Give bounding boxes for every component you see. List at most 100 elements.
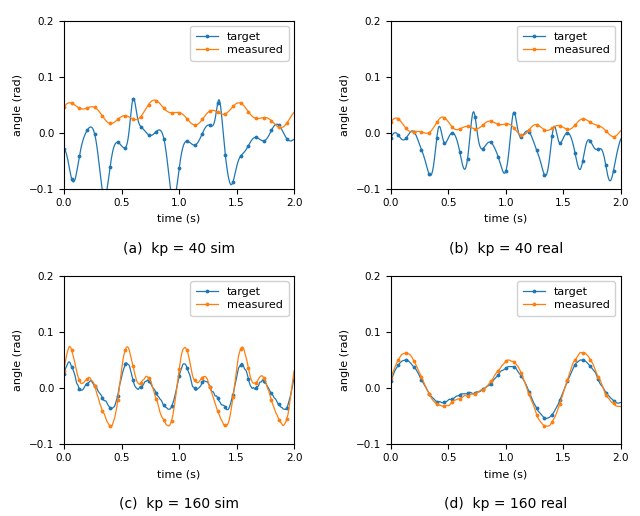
target (120, 366, 127, 373)
target (101, 194, 109, 200)
target (428, 394, 436, 400)
target (65, 359, 73, 365)
Legend: target, measured: target, measured (517, 281, 615, 316)
measured (234, 357, 242, 363)
measured (428, 395, 435, 401)
target (60, 146, 68, 152)
target (101, 398, 109, 404)
measured (439, 114, 447, 120)
Line: measured: measured (388, 350, 623, 429)
Line: measured: measured (61, 98, 296, 130)
target (561, 133, 568, 139)
target (196, 135, 204, 141)
measured (119, 113, 127, 119)
target (492, 375, 499, 381)
target (428, 171, 435, 178)
measured (617, 404, 625, 410)
measured (492, 120, 499, 126)
target (447, 396, 454, 402)
target (291, 375, 298, 381)
measured (276, 125, 284, 131)
target (387, 135, 394, 141)
Legend: target, measured: target, measured (191, 281, 289, 316)
target (470, 109, 477, 115)
measured (523, 130, 531, 136)
measured (428, 127, 435, 134)
target (387, 378, 394, 384)
measured (541, 127, 548, 133)
measured (387, 119, 394, 125)
target (130, 95, 138, 102)
target (224, 407, 232, 413)
Legend: target, measured: target, measured (191, 26, 289, 61)
Text: (a)  kp = 40 sim: (a) kp = 40 sim (123, 243, 235, 256)
measured (491, 372, 499, 378)
measured (541, 423, 548, 429)
target (119, 144, 127, 151)
measured (60, 104, 68, 110)
Y-axis label: angle (rad): angle (rad) (13, 329, 24, 391)
target (164, 169, 172, 175)
measured (291, 109, 298, 116)
measured (60, 368, 68, 375)
target (492, 146, 499, 152)
measured (214, 410, 222, 416)
target (617, 136, 625, 142)
measured (446, 401, 454, 408)
X-axis label: time (s): time (s) (157, 469, 201, 479)
measured (196, 377, 204, 383)
target (214, 98, 222, 104)
measured (150, 97, 158, 103)
Text: (c)  kp = 160 sim: (c) kp = 160 sim (119, 497, 239, 511)
target (561, 385, 568, 391)
target (214, 396, 222, 402)
measured (165, 423, 173, 429)
Line: target: target (388, 357, 623, 421)
measured (234, 100, 241, 106)
target (196, 384, 204, 390)
measured (387, 375, 394, 381)
target (60, 371, 68, 377)
target (170, 197, 177, 203)
measured (610, 134, 618, 140)
Legend: target, measured: target, measured (517, 26, 615, 61)
target (523, 128, 531, 134)
Y-axis label: angle (rad): angle (rad) (340, 329, 350, 391)
target (446, 132, 454, 138)
Text: (d)  kp = 160 real: (d) kp = 160 real (444, 497, 568, 511)
measured (66, 344, 74, 350)
Line: target: target (388, 109, 623, 183)
target (606, 178, 614, 184)
Line: measured: measured (388, 115, 623, 139)
measured (101, 116, 109, 122)
target (617, 399, 625, 406)
X-axis label: time (s): time (s) (484, 469, 527, 479)
target (523, 383, 531, 389)
target (164, 406, 172, 412)
measured (120, 352, 128, 358)
Y-axis label: angle (rad): angle (rad) (13, 74, 24, 136)
measured (164, 109, 172, 115)
measured (214, 109, 222, 116)
measured (561, 125, 568, 131)
target (403, 357, 410, 363)
measured (291, 368, 298, 374)
measured (101, 413, 109, 419)
measured (577, 349, 585, 356)
measured (196, 119, 204, 125)
Line: target: target (61, 96, 296, 203)
measured (617, 127, 625, 134)
measured (561, 386, 568, 393)
target (234, 367, 242, 373)
target (541, 415, 548, 422)
target (291, 136, 298, 142)
measured (447, 121, 454, 127)
Line: measured: measured (61, 344, 296, 429)
measured (522, 383, 530, 390)
target (234, 158, 242, 165)
target (541, 415, 549, 422)
Y-axis label: angle (rad): angle (rad) (340, 74, 350, 136)
Line: target: target (61, 360, 296, 412)
Text: (b)  kp = 40 real: (b) kp = 40 real (449, 243, 563, 256)
X-axis label: time (s): time (s) (157, 214, 201, 224)
